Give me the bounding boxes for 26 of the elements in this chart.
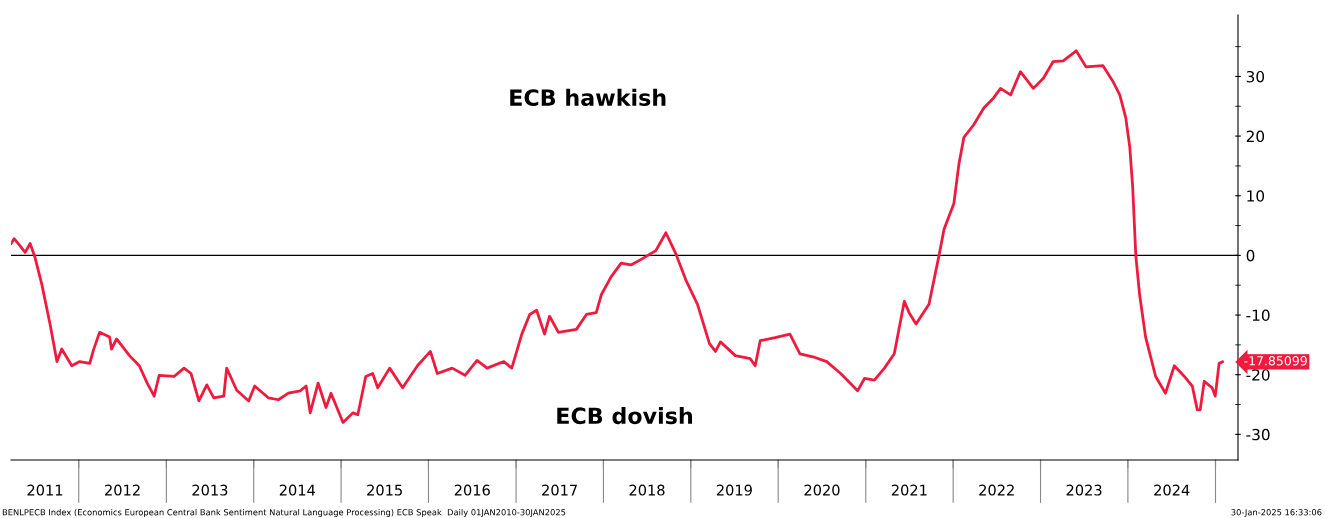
x-tick-label: 2012: [105, 484, 140, 496]
x-tick-label: 2016: [454, 484, 490, 496]
x-tick-label: 2017: [542, 484, 577, 496]
y-tick-label: -10: [1246, 309, 1270, 322]
text: BENLPECB Index (Economics European Central Bank Sentiment Natural Language Processing) ECB Speak Daily 01JAN2010-30JAN2025: [2, 508, 566, 517]
x-tick-label: 2011: [27, 484, 63, 496]
y-tick-label: 0: [1246, 249, 1255, 262]
text: 30-Jan-2025 16:33:06: [1231, 509, 1322, 517]
x-tick-label: 2014: [279, 484, 316, 496]
annotation: ECB hawkish: [510, 88, 666, 106]
x-tick-label: 2022: [979, 484, 1014, 496]
data-label: -17.85099: [1244, 356, 1307, 366]
annotation: ECB dovish: [557, 406, 693, 425]
x-tick-label: 2021: [891, 484, 927, 496]
y-tick-label: 10: [1247, 190, 1265, 202]
y-tick-label: 20: [1246, 130, 1265, 143]
y-tick-label: -30: [1246, 428, 1270, 441]
y-tick-label: -20: [1246, 369, 1270, 381]
y-tick-label: 30: [1246, 70, 1265, 83]
x-tick-label: 2015: [367, 484, 402, 496]
x-tick-label: 2013: [192, 484, 228, 496]
x-tick-label: 2020: [804, 484, 840, 496]
x-tick-label: 2024: [1154, 484, 1190, 496]
x-tick-label: 2019: [716, 484, 752, 496]
x-tick-label: 2023: [1066, 484, 1102, 496]
x-tick-label: 2018: [629, 484, 665, 496]
